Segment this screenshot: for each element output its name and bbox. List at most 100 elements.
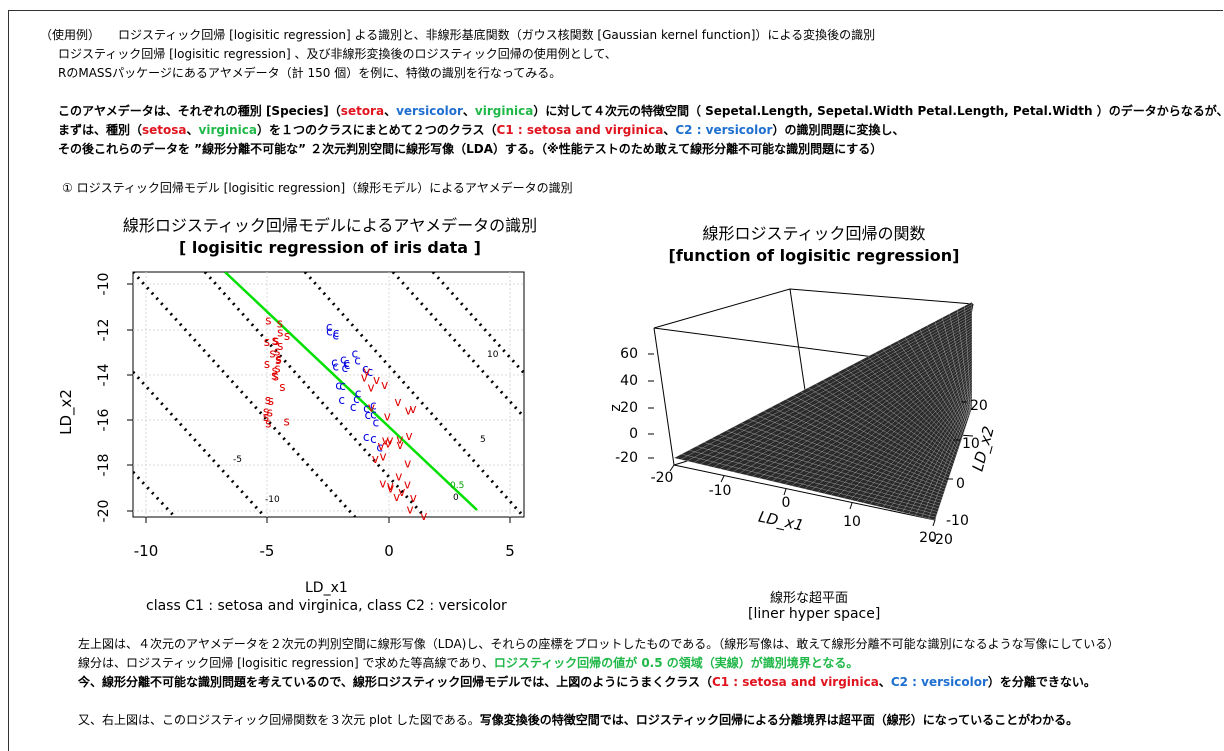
z-axis-label: z <box>608 404 624 411</box>
scatter-point: v <box>361 371 368 385</box>
scatter-point: s <box>276 352 282 366</box>
contour-label-neg5: -5 <box>233 455 242 465</box>
y-tick-label: -20 <box>96 500 112 523</box>
z-tick-label: 60 <box>620 346 638 362</box>
scatter-point: v <box>379 477 386 491</box>
species-virginica: virginica <box>198 123 257 137</box>
scatter-point: s <box>272 334 278 348</box>
scatter-point: v <box>396 432 403 446</box>
x3d-tick-label: 20 <box>919 530 937 546</box>
3d-ticks <box>648 353 967 527</box>
mesh-line <box>897 340 963 437</box>
mesh-line <box>927 325 967 425</box>
scatter-point: c <box>332 359 339 373</box>
contour-label-5: 5 <box>480 435 486 445</box>
mesh-line <box>875 352 961 445</box>
scatter-point: v <box>393 490 400 504</box>
z-tick-label: 40 <box>620 373 638 389</box>
scatter-point: c <box>373 416 380 430</box>
scatter-point: v <box>410 402 417 416</box>
contour-label-10: 10 <box>487 350 499 360</box>
scatter-point: s <box>265 314 271 328</box>
scatter-point: v <box>386 433 393 447</box>
mesh-line <box>934 321 968 423</box>
desc-text: このアヤメデータは、それぞれの種別 [Species]（ <box>58 104 341 118</box>
conclusion-text: ）を分離できない。 <box>987 675 1096 689</box>
scatter-point: v <box>387 479 394 493</box>
scatter-point: c <box>340 353 347 367</box>
conclusion-bold: 写像変換後の特徴空間では、ロジスティック回帰による分離境界は超平面（線形）になっ… <box>479 713 1079 727</box>
scatter-point: v <box>394 395 401 409</box>
y-axis-label: LD_x2 <box>57 389 76 435</box>
scatter-point: s <box>279 380 285 394</box>
section-heading: ① ロジスティック回帰モデル [logisitic regression]（線形… <box>62 181 573 195</box>
mesh-line <box>869 381 973 505</box>
scatter-point: s <box>274 344 280 358</box>
scatter-point: v <box>404 478 411 492</box>
surface-3d-plot: 60 40 20 0 -20 z -20 -10 0 10 20 LD_x1 2… <box>608 288 999 548</box>
content-frame <box>8 10 1223 751</box>
right-plot-title: 線形ロジスティック回帰の関数 <box>702 224 926 243</box>
mesh-line <box>921 402 973 517</box>
desc-line-3: その後これらのデータを ”線形分離不可能な” ２次元判別空間に線形写像（LDA）… <box>58 142 883 156</box>
conclusion-text: 今、線形分離不可能な識別問題を考えているので、線形ロジスティック回帰モデルでは、… <box>78 675 712 689</box>
mesh-line <box>843 370 973 499</box>
scatter-point: s <box>277 339 283 353</box>
scatter-point: v <box>395 469 402 483</box>
mesh-line <box>956 309 971 414</box>
separator: 、 <box>462 104 475 118</box>
mesh-line <box>823 362 973 494</box>
mesh-line <box>964 305 972 411</box>
scatter-point: c <box>352 346 359 360</box>
y3d-axis-label: LD_x2 <box>969 424 999 473</box>
intro-line-2: ロジスティック回帰 [logisitic regression] 、及び非線形変… <box>58 47 617 61</box>
scatter-point: c <box>335 379 342 393</box>
separator: 、 <box>186 123 199 137</box>
scatter-point: c <box>326 320 333 334</box>
y-tick-label: -14 <box>96 363 112 386</box>
scatter-point: v <box>406 429 413 443</box>
species-setora: setora <box>340 104 385 118</box>
surface-mesh <box>673 301 973 521</box>
mesh-line <box>817 360 973 493</box>
y3d-tick-label: 0 <box>956 476 965 492</box>
scatter-point: v <box>420 509 427 523</box>
scatter-point: c <box>344 358 351 372</box>
x3d-tick-label: 10 <box>843 514 861 530</box>
left-x-axis-label: LD_x1 <box>305 580 348 596</box>
scatter-point: c <box>363 402 370 416</box>
scatter-point: c <box>333 326 340 340</box>
contour-label-05: 0.5 <box>450 481 464 491</box>
mesh-line <box>934 407 973 521</box>
mesh-line <box>915 399 973 516</box>
mesh-line <box>912 333 965 431</box>
scatter-point: v <box>381 378 388 392</box>
scatter-point: c <box>338 393 345 407</box>
decision-boundary-line <box>224 272 478 511</box>
grid <box>133 272 524 517</box>
mesh-line <box>908 397 973 514</box>
scatter-point: s <box>274 362 280 376</box>
scatter-point: s <box>263 410 269 424</box>
scatter-point: c <box>342 361 349 375</box>
conclusion-line-4: 又、右上図は、このロジスティック回帰関数を３次元 plot した図である。写像変… <box>78 712 1078 728</box>
contour-lines <box>133 272 524 517</box>
scatter-point: c <box>370 407 377 421</box>
plot-frame <box>132 271 525 518</box>
contour-10 <box>303 272 524 517</box>
scatter-point: c <box>332 328 339 342</box>
intro-line-1: （使用例） ロジスティック回帰 [logisitic regression] よ… <box>40 28 876 42</box>
conclusion-highlight: ロジスティック回帰の値が 0.5 の領域（実線）が識別境界となる。 <box>493 656 859 670</box>
conclusion-text: 又、右上図は、このロジスティック回帰関数を３次元 plot した図である。 <box>78 713 480 727</box>
scatter-point: c <box>370 399 377 413</box>
mesh-line <box>904 336 964 434</box>
scatter-point: c <box>367 365 374 379</box>
y3d-tick-label: -10 <box>946 513 969 529</box>
scatter-point: c <box>362 362 369 376</box>
y-tick-label: -16 <box>96 408 112 431</box>
y-tick-label: -18 <box>96 454 112 477</box>
right-caption-1: 線形な超平面 <box>770 591 849 606</box>
mesh-line <box>867 356 960 448</box>
scatter-point: s <box>275 353 281 367</box>
